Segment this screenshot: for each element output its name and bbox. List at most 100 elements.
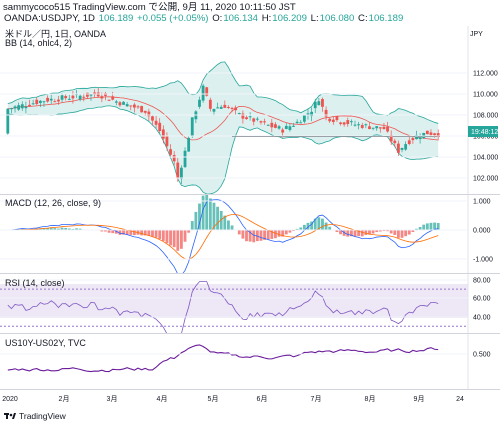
rsi-label[interactable]: RSI (14, close): [5, 278, 65, 288]
x-tick-label: 24: [456, 396, 464, 403]
x-tick-label: 9月: [414, 395, 425, 403]
macd-histogram-bar: [46, 228, 49, 230]
last-price: 106.189: [98, 13, 134, 24]
candle: [187, 137, 191, 152]
macd-histogram-bar: [335, 230, 339, 232]
price-pane[interactable]: 112.000110.000108.000106.000104.000102.0…: [0, 26, 500, 195]
candle: [375, 126, 379, 129]
macd-label[interactable]: MACD (12, 26, close, 9): [5, 198, 102, 208]
candle: [429, 132, 433, 135]
spread-pane[interactable]: 0.500 US10Y-US02Y, TVC: [0, 334, 500, 390]
symbol: OANDA:USDJPY, 1D: [4, 13, 95, 24]
candle: [404, 144, 408, 150]
candle: [125, 104, 129, 107]
candle: [140, 106, 144, 113]
macd-histogram-bar: [75, 228, 78, 230]
candle: [364, 124, 368, 126]
macd-histogram-bar: [357, 230, 361, 237]
candle: [151, 116, 154, 121]
macd-histogram-bar: [64, 227, 68, 230]
macd-histogram-bar: [415, 228, 418, 230]
candle: [349, 121, 353, 123]
candle: [284, 125, 288, 129]
y-tick-label: 60.00: [473, 296, 491, 303]
currency-label: JPY: [470, 31, 483, 38]
x-tick-label: 8月: [365, 395, 376, 403]
macd-histogram-bar: [360, 230, 364, 237]
candle: [190, 117, 194, 136]
close-value: 106.189: [368, 13, 404, 24]
candle: [389, 135, 393, 142]
candle: [436, 133, 440, 137]
candle: [60, 95, 64, 100]
candle: [339, 122, 342, 124]
candle: [248, 116, 252, 118]
candle: [219, 106, 223, 109]
time-axis[interactable]: 2020 2月 3月 4月 5月 6月 7月 8月 9月 24: [0, 390, 500, 406]
macd-histogram-bar: [386, 230, 389, 232]
candle: [274, 124, 277, 128]
macd-histogram-bar: [328, 226, 332, 230]
candle: [82, 96, 86, 98]
candle: [104, 93, 107, 96]
macd-histogram-bar: [180, 230, 183, 249]
high-value: 106.209: [272, 13, 307, 24]
footer[interactable]: TradingView: [4, 411, 66, 421]
macd-histogram-bar: [118, 230, 122, 235]
macd-histogram-bar: [368, 230, 371, 235]
x-tick-label: 2月: [59, 395, 70, 403]
y-tick-label: 112.000: [473, 71, 498, 78]
macd-pane[interactable]: 1.000 0.000 -1.000 MACD (12, 26, close, 9): [0, 194, 500, 276]
macd-histogram-bar: [418, 227, 422, 230]
macd-histogram-bar: [429, 222, 433, 230]
candle: [259, 121, 263, 123]
macd-histogram-bar: [172, 230, 176, 248]
candle: [357, 124, 361, 126]
spread-label[interactable]: US10Y-US02Y, TVC: [5, 338, 86, 348]
macd-histogram-bar: [353, 230, 357, 237]
candle: [129, 105, 133, 107]
candle: [241, 113, 245, 119]
candle: [6, 108, 10, 134]
x-tick-label: 7月: [311, 395, 322, 403]
price-chart[interactable]: 112.000110.000108.000106.000104.000102.0…: [0, 26, 500, 195]
x-tick-label: 5月: [208, 395, 219, 403]
macd-histogram-bar: [245, 230, 248, 242]
macd-histogram-bar: [411, 230, 415, 233]
candle: [216, 107, 219, 109]
macd-chart[interactable]: 1.000 0.000 -1.000: [0, 194, 500, 276]
price-change: +0.055 (+0.05%): [137, 13, 209, 24]
macd-histogram-bar: [140, 230, 144, 236]
candle: [360, 124, 364, 128]
candle: [49, 98, 53, 101]
macd-histogram-bar: [310, 221, 314, 230]
rsi-pane[interactable]: 80.00 60.00 40.00 RSI (14, close): [0, 274, 500, 335]
bb-indicator-label[interactable]: BB (14, ohlc4, 2): [5, 38, 73, 48]
macd-histogram-bar: [284, 230, 288, 235]
macd-histogram-bar: [212, 202, 216, 230]
candle: [180, 167, 183, 179]
macd-histogram-bar: [407, 230, 411, 235]
spread-chart[interactable]: 0.500: [0, 334, 500, 389]
macd-histogram-bar: [216, 206, 219, 230]
rsi-chart[interactable]: 80.00 60.00 40.00: [0, 274, 500, 335]
ohlc-line: OANDA:USDJPY, 1D 106.189 +0.055 (+0.05%)…: [3, 13, 403, 24]
brand-name: TradingView: [19, 411, 66, 421]
price-badge-text: 19:48:12: [471, 129, 498, 136]
candle: [393, 140, 397, 144]
candle: [382, 126, 386, 130]
y-tick-label: 1.000: [473, 199, 491, 206]
macd-histogram-bar: [393, 230, 397, 235]
candle: [28, 104, 31, 107]
candle: [132, 104, 136, 108]
macd-histogram-bar: [38, 228, 42, 230]
candle: [266, 124, 270, 126]
candle: [411, 138, 415, 141]
bb-band: [7, 61, 439, 124]
candle: [422, 132, 426, 139]
candle: [67, 98, 71, 100]
macd-histogram-bar: [295, 228, 299, 230]
candle: [237, 113, 241, 115]
publish-info: sammycoco515 TradingView.com で公開, 9月 11,…: [3, 2, 296, 13]
macd-histogram-bar: [349, 230, 353, 237]
